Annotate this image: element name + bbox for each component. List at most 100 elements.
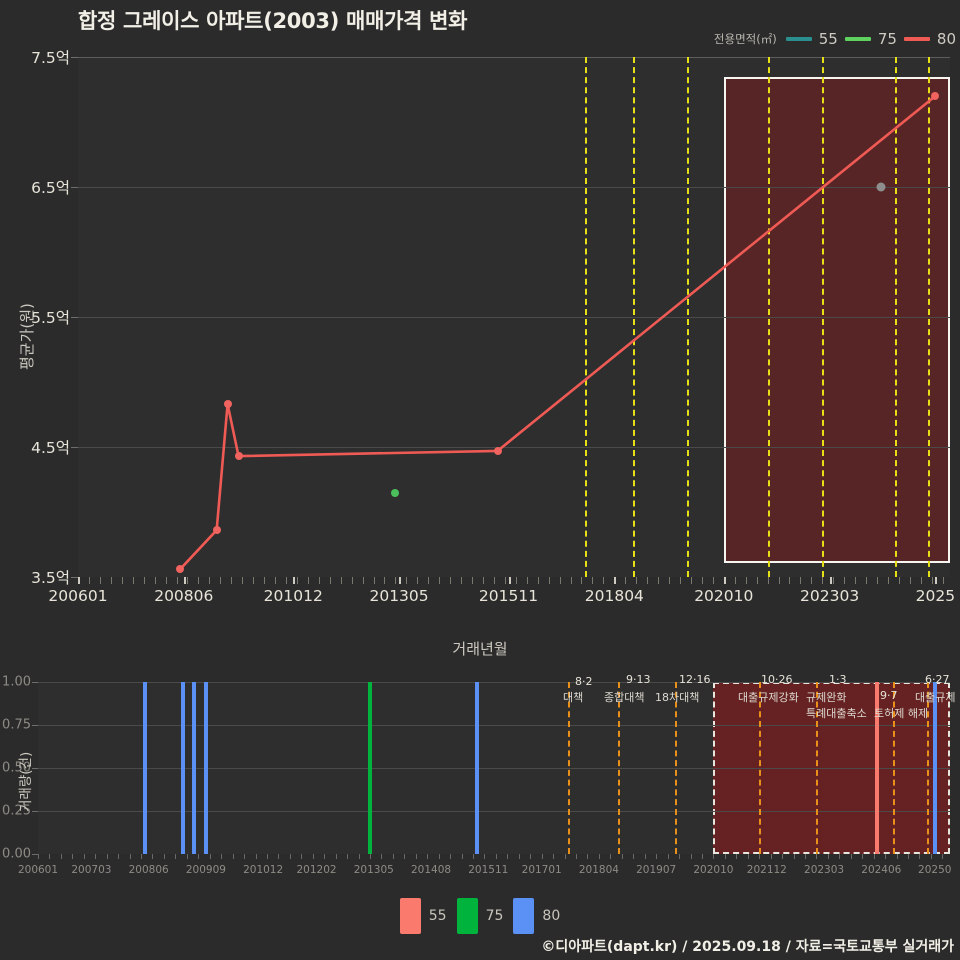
data-point[interactable]: [212, 526, 221, 535]
minor-tick: [242, 577, 244, 584]
major-tick: [183, 577, 186, 584]
volume-bar[interactable]: [203, 682, 208, 854]
minor-tick: [154, 577, 156, 584]
minor-tick: [745, 577, 747, 584]
volume-bar[interactable]: [474, 682, 479, 854]
policy-annotation-date: 12·16: [679, 673, 711, 686]
price-x-tick-strip: [78, 577, 950, 584]
minor-tick: [428, 577, 430, 584]
legend-label-75[interactable]: 75: [877, 30, 897, 48]
bottom-legend-item-55[interactable]: 55: [399, 898, 447, 934]
data-point[interactable]: [493, 446, 502, 455]
policy-annotation-date: 9·13: [626, 673, 651, 686]
data-point[interactable]: [931, 92, 940, 100]
volume-bar[interactable]: [875, 682, 880, 854]
bottom-legend-item-75[interactable]: 75: [456, 898, 503, 934]
gridline: [38, 768, 950, 769]
minor-tick: [898, 577, 900, 584]
y-tick-mark: [32, 725, 38, 726]
minor-tick: [833, 577, 835, 584]
policy-marker-line: [675, 682, 678, 854]
data-point[interactable]: [234, 452, 243, 461]
policy-marker-line: [895, 57, 898, 577]
minor-tick: [518, 854, 520, 859]
price-y-tick-label: 3.5억: [31, 569, 70, 587]
minor-tick: [99, 577, 101, 584]
volume-bar[interactable]: [181, 682, 185, 854]
volume-chart-y-axis-label: 거래량(건): [18, 751, 34, 812]
minor-tick: [198, 854, 200, 859]
legend-swatch-55: [785, 37, 812, 41]
bottom-legend-swatch-75: [456, 898, 478, 934]
legend-label-80[interactable]: 80: [936, 30, 956, 48]
minor-tick: [369, 854, 371, 859]
volume-bar[interactable]: [142, 682, 147, 854]
price-x-tick-label: 200601: [48, 587, 108, 605]
minor-tick: [816, 854, 818, 859]
legend-label-55[interactable]: 55: [818, 30, 838, 48]
volume-bar[interactable]: [192, 682, 197, 854]
volume-x-tick-label: 202406: [861, 864, 902, 876]
data-point[interactable]: [223, 400, 232, 409]
legend-swatch-80: [903, 37, 930, 41]
price-x-tick-label: 201305: [369, 587, 429, 605]
minor-tick: [548, 577, 550, 584]
minor-tick: [244, 854, 246, 859]
minor-tick: [592, 577, 594, 584]
price-chart-series-lines: [178, 94, 937, 571]
major-tick: [508, 577, 511, 584]
minor-tick: [381, 854, 383, 859]
minor-tick: [909, 577, 911, 584]
volume-x-tick-label: 201511: [468, 864, 509, 876]
minor-tick: [473, 854, 474, 859]
minor-tick: [427, 854, 429, 859]
policy-marker-line: [928, 57, 931, 577]
data-point[interactable]: [391, 488, 400, 497]
minor-tick: [767, 577, 769, 584]
minor-tick: [358, 854, 360, 859]
price-x-tick-label: 201012: [263, 587, 323, 605]
minor-tick: [289, 854, 291, 859]
policy-marker-line: [767, 57, 770, 577]
minor-tick: [266, 854, 268, 859]
policy-annotation-label: 토허제 해제: [874, 707, 929, 720]
minor-tick: [839, 854, 841, 859]
minor-tick: [633, 854, 635, 859]
minor-tick: [724, 854, 726, 859]
price-x-tick-label: 201511: [478, 587, 539, 605]
minor-tick: [804, 854, 806, 859]
minor-tick: [495, 854, 497, 859]
policy-annotation-label: 종합대책: [604, 691, 645, 704]
y-tick-mark: [71, 187, 78, 188]
minor-tick: [736, 854, 738, 859]
minor-tick: [679, 854, 681, 859]
y-tick-mark: [32, 811, 38, 812]
data-point[interactable]: [876, 182, 886, 192]
volume-x-tick-label: 201907: [636, 864, 677, 876]
minor-tick: [680, 577, 681, 584]
bottom-legend-label-80: 80: [542, 908, 561, 924]
minor-tick: [778, 577, 780, 584]
minor-tick: [827, 854, 829, 859]
price-x-tick-label: 201804: [584, 587, 644, 605]
minor-tick: [88, 577, 90, 584]
minor-tick: [942, 854, 944, 859]
minor-tick: [143, 577, 145, 584]
policy-annotation-date: 8·2: [575, 675, 593, 688]
minor-tick: [530, 854, 532, 859]
gridline: [38, 682, 950, 683]
major-tick: [614, 577, 617, 584]
gridline: [38, 811, 950, 812]
data-point[interactable]: [176, 565, 185, 574]
minor-tick: [278, 854, 280, 859]
policy-annotation-label: 18차대책: [655, 691, 700, 704]
price-chart-plot-area: [78, 57, 950, 577]
volume-bar[interactable]: [932, 682, 937, 854]
minor-tick: [822, 577, 824, 584]
minor-tick: [541, 854, 543, 859]
legend-swatch-75: [844, 37, 871, 41]
volume-bar[interactable]: [367, 682, 372, 854]
gridline: [78, 447, 950, 448]
bottom-legend-item-80[interactable]: 80: [513, 898, 560, 934]
minor-tick: [121, 577, 123, 584]
